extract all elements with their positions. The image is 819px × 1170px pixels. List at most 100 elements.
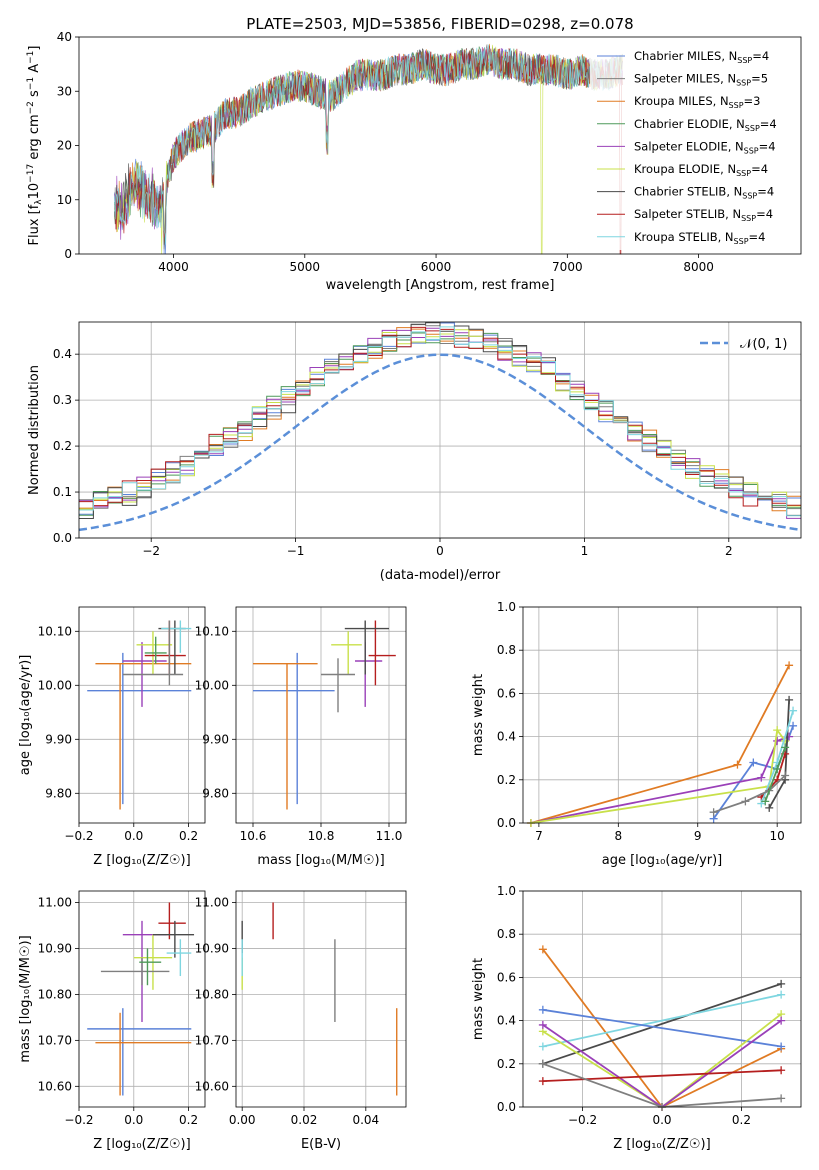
x-axis-label: Z [log₁₀(Z/Z☉)] [613,1137,710,1152]
x-tick-label: −1 [287,544,305,558]
weight-marker-chabrier_stelib [777,979,786,988]
weight-marker-chabrier_miles [789,721,798,730]
weight-marker-salpeter_miles [781,771,790,780]
errorbar-chabrier_miles [253,652,335,805]
x-tick-label: 10.8 [308,829,335,843]
y-tick-label: 30 [57,84,72,98]
x-tick-label: 7000 [552,260,583,274]
weight-marker-salpeter_elodie [757,773,766,782]
figure-title: PLATE=2503, MJD=53856, FIBERID=0298, z=0… [246,15,633,33]
y-tick-label: 0.8 [497,643,516,657]
errorbar-salpeter_miles [122,620,184,686]
y-tick-label: 1.0 [497,600,516,614]
x-tick-label: 6000 [421,260,452,274]
x-tick-label: 0.0 [124,829,143,843]
legend-label-salpeter_stelib: Salpeter STELIB, NSSP=4 [634,207,773,223]
weight-marker-kroupa_miles [733,760,742,769]
legend-label-kroupa_stelib: Kroupa STELIB, NSSP=4 [634,230,765,246]
errorbar-chabrier_elodie [139,948,162,986]
errorbar-salpeter_elodie [355,642,383,707]
x-tick-label: 0.00 [229,1113,256,1127]
y-axis-label: mass weight [471,958,486,1040]
weight-marker-salpeter_stelib [777,1066,786,1075]
x-tick-label: 2 [725,544,733,558]
y-axis-label: mass weight [471,674,486,756]
x-tick-label: 0.2 [732,1113,751,1127]
legend-label-chabrier_miles: Chabrier MILES, NSSP=4 [634,49,769,65]
weight-line-chabrier_elodie [764,747,786,802]
x-axis-label: E(B-V) [301,1137,341,1152]
y-tick-label: 10.60 [38,1079,72,1093]
y-tick-label: 0.0 [497,816,516,830]
spectrum-axes: 4000 5000 6000 7000 8000 0 10 20 30 40 wavelength … [26,30,802,293]
legend-label-kroupa_elodie: Kroupa ELODIE, NSSP=4 [634,162,768,178]
x-tick-label: 10 [770,829,785,843]
weight-marker-kroupa_miles [538,945,547,954]
weight-line-salpeter_miles [713,774,786,814]
plot-area [78,322,802,532]
normal-reference-curve [78,353,802,532]
x-tick-label: 1 [581,544,589,558]
x-tick-label: 0.2 [179,1113,198,1127]
y-tick-label: 10.00 [38,678,72,692]
weight-marker-kroupa_elodie [773,726,782,735]
y-tick-label: 10.10 [38,624,72,638]
y-tick-label: 0.2 [497,773,516,787]
y-axis-label: Normed distribution [27,365,42,495]
x-tick-label: 0.02 [291,1113,318,1127]
weight-line-kroupa_elodie [530,727,786,824]
x-tick-label: 0.2 [179,829,198,843]
axes-frame [78,890,206,1108]
y-tick-label: 10.80 [38,987,72,1001]
x-tick-label: −0.2 [568,1113,597,1127]
histogram-kroupa_stelib [79,326,801,517]
errorbar-chabrier_miles [87,1008,192,1096]
errorbar-chabrier_elodie [144,636,167,664]
x-axis-label: Z [log₁₀(Z/Z☉)] [93,1137,190,1152]
weight-marker-chabrier_miles [777,1042,786,1051]
x-tick-label: 0.04 [352,1113,379,1127]
x-tick-label: −2 [142,544,160,558]
y-tick-label: 40 [57,30,72,44]
weight-marker-salpeter_miles [741,797,750,806]
plot-area [526,661,798,827]
y-tick-label: 0.4 [497,1014,516,1028]
y-tick-label: 10.80 [195,987,229,1001]
y-tick-label: 10.00 [195,678,229,692]
x-axis-label: (data-model)/error [380,568,501,583]
y-tick-label: 0 [64,247,72,261]
y-tick-label: 0.0 [497,1100,516,1114]
errorbar-kroupa_stelib [161,620,192,653]
y-tick-label: 9.80 [202,786,229,800]
axes-frame [522,606,802,824]
plot-area [253,620,396,810]
axes-frame [235,606,407,824]
y-tick-label: 0.6 [497,970,516,984]
y-tick-label: 9.80 [45,786,72,800]
x-tick-label: 7 [535,829,543,843]
y-tick-label: 10.70 [195,1033,229,1047]
y-tick-label: 10 [57,193,72,207]
weight-line-salpeter_stelib [542,1069,782,1082]
x-axis-label: Z [log₁₀(Z/Z☉)] [93,853,190,868]
weight-marker-salpeter_miles [538,1059,547,1068]
spectrum-line-chabrier_stelib [114,47,623,245]
errorbar-chabrier_miles [87,652,192,805]
axes-frame [235,890,407,1108]
weight-marker-chabrier_stelib [785,695,794,704]
weight-marker-kroupa_stelib [789,706,798,715]
y-tick-label: 10.90 [195,941,229,955]
y-tick-label: 0.8 [497,927,516,941]
age-vs-mass-axes: 10.6 10.8 11.0 9.80 9.90 10.00 10.10 mass [log₁… [195,606,407,868]
y-axis-label: mass [log₁₀(M/M☉)] [18,935,33,1062]
y-tick-label: 0.3 [53,393,72,407]
weight-marker-salpeter_miles [777,1094,786,1103]
y-tick-label: 0.0 [53,531,72,545]
residuals-axes: −2 −1 0 1 2 0.0 0.1 0.2 0.3 0.4 𝒩(0, 1) (data-model… [27,321,802,583]
x-tick-label: 10.6 [240,829,267,843]
plot-area [114,43,623,255]
weight-line-kroupa_stelib [542,993,782,1048]
y-tick-label: 9.90 [202,732,229,746]
y-tick-label: 1.0 [497,884,516,898]
plot-area [241,902,398,1096]
